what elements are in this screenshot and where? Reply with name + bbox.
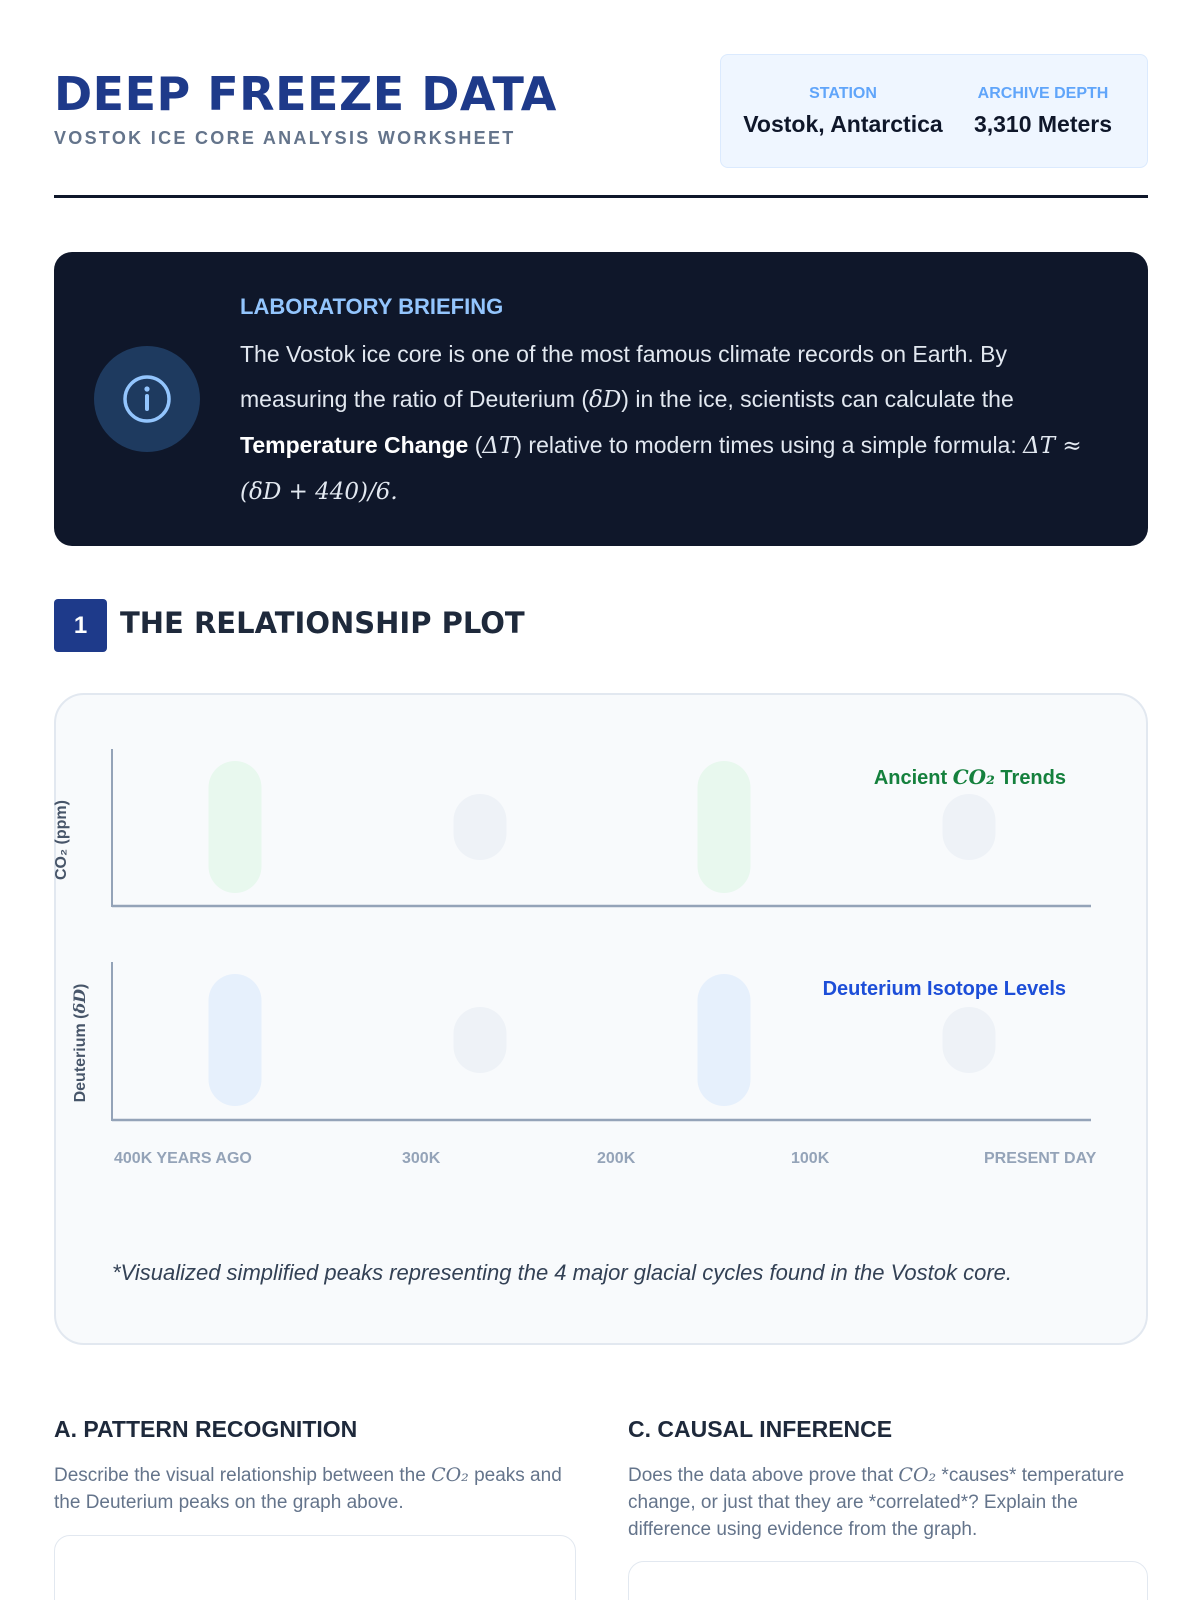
co2-peak-bar	[453, 794, 507, 860]
co2-series-label: Ancient CO₂ Trends	[874, 765, 1066, 790]
question-a-text: Describe the visual relationship between…	[54, 1462, 574, 1516]
page-title: DEEP FREEZE DATA	[54, 67, 557, 121]
deuterium-peak-bar	[942, 1007, 996, 1073]
info-icon	[94, 346, 200, 452]
co2-peak-bar	[208, 761, 262, 893]
station-value: Vostok, Antarctica	[743, 111, 943, 137]
briefing-heading: LABORATORY BRIEFING	[240, 294, 504, 319]
section-number-badge: 1	[54, 599, 107, 652]
question-text-part: peaks and the Deuterium peaks on the gra…	[54, 1465, 562, 1513]
delta-t-symbol: ΔT	[482, 433, 515, 459]
briefing-text-part: (	[468, 432, 483, 458]
question-text-part: *causes* temperature change, or just tha…	[628, 1465, 1125, 1540]
deuterium-symbol: δD	[589, 387, 622, 413]
deuterium-y-axis-label: Deuterium (δD)	[70, 984, 90, 1103]
section-title: THE RELATIONSHIP PLOT	[120, 606, 525, 640]
x-tick-label: 100K	[791, 1150, 830, 1167]
briefing-text-part: ) in the ice, scientists can calculate t…	[621, 386, 1014, 412]
page-subtitle: VOSTOK ICE CORE ANALYSIS WORKSHEET	[54, 128, 516, 148]
x-tick-label: PRESENT DAY	[984, 1150, 1097, 1167]
deuterium-peak-bar	[697, 974, 751, 1106]
deuterium-peak-bar	[453, 1007, 507, 1073]
briefing-text: The Vostok ice core is one of the most f…	[240, 332, 1100, 515]
x-tick-label: 400K YEARS AGO	[114, 1150, 252, 1167]
deuterium-bar-group	[208, 974, 996, 1106]
series-label-part: Trends	[994, 767, 1066, 789]
briefing-text-part: The Vostok ice core is one of the most f…	[240, 341, 1008, 412]
plot-footnote: *Visualized simplified peaks representin…	[112, 1260, 1013, 1285]
question-c-answer-box[interactable]	[628, 1561, 1148, 1600]
question-c-title: C. CAUSAL INFERENCE	[628, 1416, 893, 1442]
question-text-part: Does the data above prove that	[628, 1465, 899, 1486]
deuterium-peak-bar	[208, 974, 262, 1106]
co2-symbol: CO₂	[898, 1464, 937, 1486]
co2-peak-bar	[697, 761, 751, 893]
co2-symbol: CO₂	[952, 765, 995, 789]
header-divider	[54, 195, 1148, 198]
x-tick-label: 300K	[402, 1150, 441, 1167]
briefing-text-part: ) relative to modern times using a simpl…	[514, 432, 1024, 458]
co2-symbol: CO₂	[431, 1464, 469, 1486]
question-text-part: Describe the visual relationship between…	[54, 1465, 432, 1486]
archive-depth-label: ARCHIVE DEPTH	[977, 85, 1109, 102]
archive-depth-value: 3,310 Meters	[973, 111, 1113, 137]
temperature-change-term: Temperature Change	[240, 432, 469, 458]
station-label: STATION	[809, 85, 877, 102]
station-info-card: STATION Vostok, Antarctica ARCHIVE DEPTH…	[720, 54, 1148, 168]
question-a-answer-box[interactable]	[54, 1535, 576, 1600]
deuterium-series-label: Deuterium Isotope Levels	[822, 978, 1066, 1000]
question-a-title: A. PATTERN RECOGNITION	[54, 1416, 358, 1442]
deuterium-symbol: δD	[70, 988, 89, 1014]
temperature-formula: ΔT ≈ (δD + 440)/6.	[240, 433, 1082, 505]
co2-peak-bar	[942, 794, 996, 860]
ylabel-part: Deuterium (	[72, 1013, 89, 1103]
co2-bar-group	[208, 761, 996, 893]
question-c-text: Does the data above prove that CO₂ *caus…	[628, 1462, 1128, 1543]
series-label-part: Ancient	[873, 767, 953, 789]
x-tick-label: 200K	[597, 1150, 636, 1167]
co2-y-axis-label: CO₂ (ppm)	[53, 800, 70, 880]
ylabel-part: )	[72, 983, 89, 989]
laboratory-briefing-panel: LABORATORY BRIEFING The Vostok ice core …	[54, 252, 1148, 546]
